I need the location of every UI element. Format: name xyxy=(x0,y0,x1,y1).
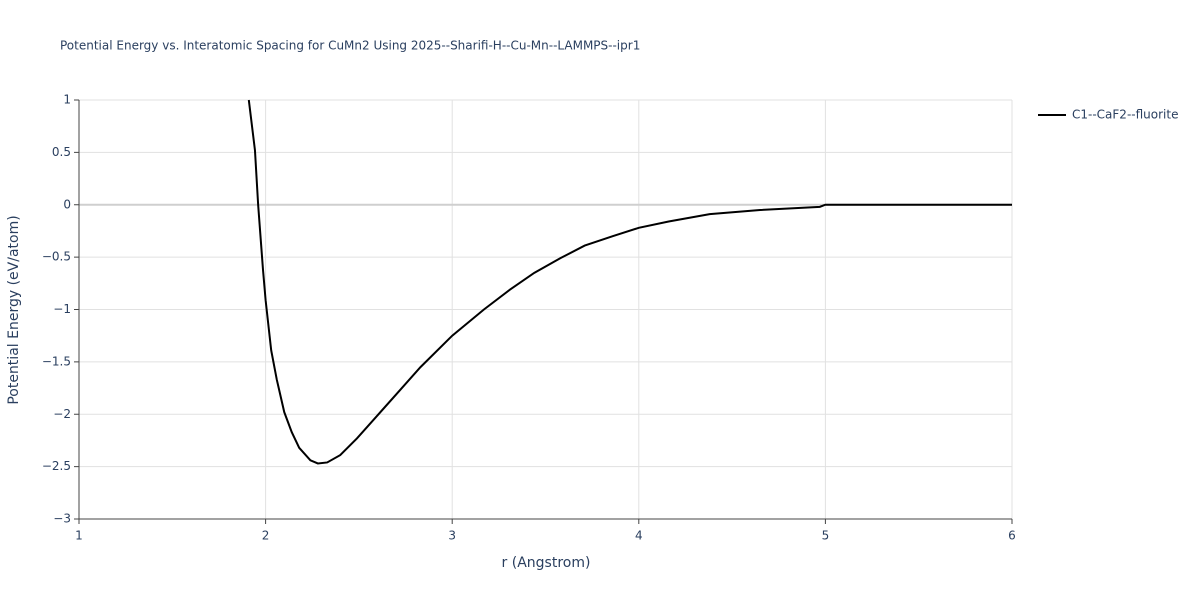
y-tick-label: −2 xyxy=(53,407,71,421)
y-tick-label: −0.5 xyxy=(42,250,71,264)
x-axis-label: r (Angstrom) xyxy=(502,555,591,571)
x-tick-label: 5 xyxy=(822,529,830,543)
x-tick-label: 1 xyxy=(75,529,83,543)
x-tick-label: 6 xyxy=(1008,529,1016,543)
y-tick-label: −1 xyxy=(53,302,71,316)
x-tick-label: 3 xyxy=(448,529,456,543)
y-tick-label: 1 xyxy=(63,93,71,107)
y-tick-label: 0 xyxy=(63,197,71,211)
x-tick-label: 2 xyxy=(262,529,270,543)
chart-title: Potential Energy vs. Interatomic Spacing… xyxy=(60,39,640,53)
x-tick-label: 4 xyxy=(635,529,643,543)
y-tick-label: −3 xyxy=(53,512,71,526)
y-tick-label: −1.5 xyxy=(42,354,71,368)
y-tick-label: −2.5 xyxy=(42,459,71,473)
data-line xyxy=(247,99,1012,465)
y-tick-label: 0.5 xyxy=(52,145,71,159)
y-axis-label: Potential Energy (eV/atom) xyxy=(6,215,22,404)
legend-label: C1--CaF2--fluorite xyxy=(1072,108,1178,122)
